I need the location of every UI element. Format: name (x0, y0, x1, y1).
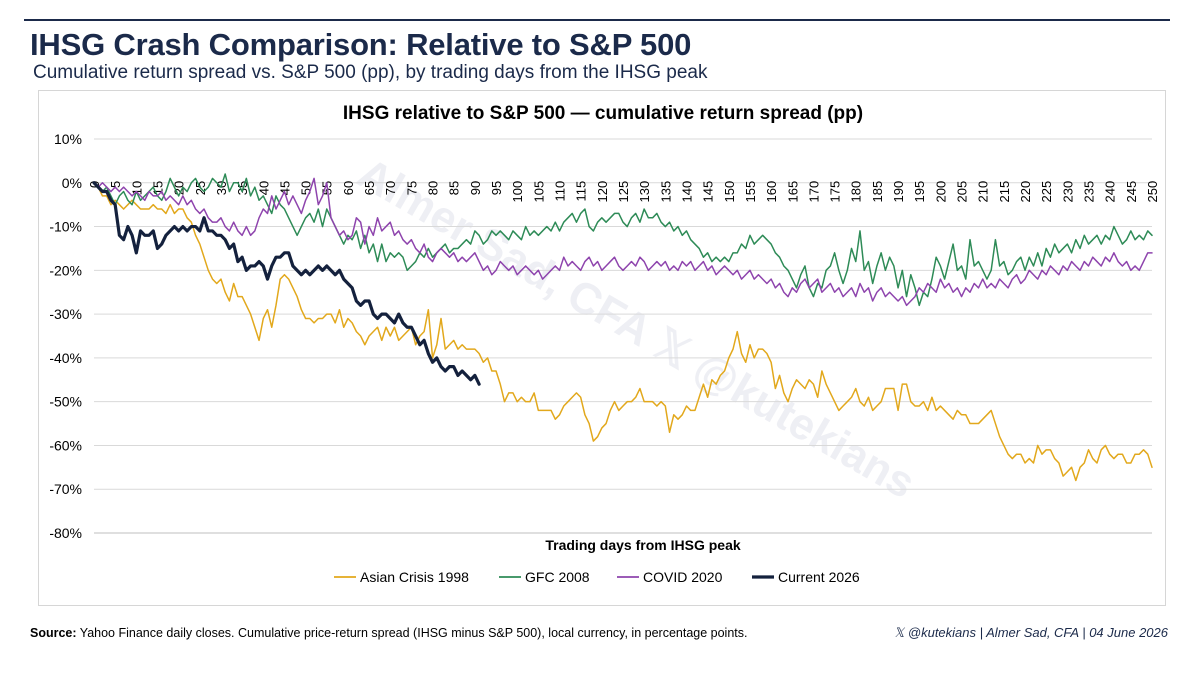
x-tick-label: 100 (510, 181, 525, 203)
x-tick-label: 5 (108, 181, 123, 188)
x-tick-label: 210 (976, 181, 991, 203)
x-tick-label: 180 (849, 181, 864, 203)
x-tick-label: 175 (828, 181, 843, 203)
y-tick-label: -40% (49, 350, 82, 366)
x-tick-label: 80 (426, 181, 441, 195)
x-tick-label: 250 (1145, 181, 1160, 203)
x-tick-label: 110 (553, 181, 568, 202)
x-tick-label: 225 (1039, 181, 1054, 203)
x-tick-label: 145 (701, 181, 716, 203)
y-tick-label: -20% (49, 262, 82, 278)
legend-label: GFC 2008 (525, 569, 590, 585)
series-line-covid-2020 (93, 177, 1153, 307)
x-tick-label: 185 (870, 181, 885, 203)
footer-source: Source: Yahoo Finance daily closes. Cumu… (30, 626, 747, 640)
legend-label: Current 2026 (778, 569, 860, 585)
x-tick-label: 160 (764, 181, 779, 203)
y-tick-label: -10% (49, 219, 82, 235)
y-tick-label: -30% (49, 306, 82, 322)
x-tick-label: 155 (743, 181, 758, 203)
x-tick-label: 20 (172, 181, 187, 195)
x-tick-label: 240 (1103, 181, 1118, 203)
series-line-asian-crisis-1998 (93, 182, 1153, 482)
x-tick-label: 120 (595, 181, 610, 203)
x-tick-label: 115 (574, 181, 589, 202)
x-tick-label: 95 (489, 181, 504, 195)
y-tick-label: -70% (49, 481, 82, 497)
x-tick-label: 150 (722, 181, 737, 203)
chart-title: IHSG relative to S&P 500 — cumulative re… (343, 103, 863, 124)
x-tick-label: 135 (658, 181, 673, 203)
x-tick-label: 235 (1082, 181, 1097, 203)
series-line-gfc-2008 (93, 173, 1153, 307)
x-tick-label: 85 (447, 181, 462, 195)
y-tick-label: 0% (62, 175, 82, 191)
footer-source-label: Source: (30, 626, 77, 640)
x-tick-label: 205 (955, 181, 970, 203)
x-tick-label: 60 (341, 181, 356, 195)
x-tick-label: 230 (1060, 181, 1075, 203)
chart-container: Almer Sad, CFA 𝕏 @kutekians IHSG relative… (38, 90, 1166, 606)
footer-source-text: Yahoo Finance daily closes. Cumulative p… (76, 626, 748, 640)
x-tick-label: 75 (404, 181, 419, 195)
legend-label: COVID 2020 (643, 569, 723, 585)
x-tick-label: 140 (679, 181, 694, 203)
header-rule (24, 19, 1170, 21)
legend-label: Asian Crisis 1998 (360, 569, 469, 585)
x-tick-label: 195 (912, 181, 927, 203)
x-tick-label: 190 (891, 181, 906, 203)
y-tick-label: -50% (49, 394, 82, 410)
x-axis-title: Trading days from IHSG peak (545, 537, 740, 553)
x-tick-label: 125 (616, 181, 631, 203)
x-tick-label: 105 (531, 181, 546, 203)
x-tick-label: 215 (997, 181, 1012, 203)
page-title: IHSG Crash Comparison: Relative to S&P 5… (30, 27, 692, 62)
x-tick-label: 45 (277, 181, 292, 195)
x-tick-label: 40 (256, 181, 271, 195)
footer-credit: 𝕏 @kutekians | Almer Sad, CFA | 04 June … (893, 625, 1168, 640)
x-tick-label: 70 (383, 181, 398, 195)
x-tick-label: 200 (933, 181, 948, 203)
page-subtitle: Cumulative return spread vs. S&P 500 (pp… (33, 62, 708, 83)
x-tick-label: 245 (1124, 181, 1139, 203)
x-tick-label: 10 (129, 181, 144, 195)
series-line-current-2026 (92, 181, 481, 386)
y-tick-label: 10% (54, 131, 82, 147)
x-tick-label: 65 (362, 181, 377, 195)
y-tick-label: -60% (49, 437, 82, 453)
x-tick-label: 90 (468, 181, 483, 195)
y-tick-label: -80% (49, 525, 82, 541)
x-tick-label: 130 (637, 181, 652, 203)
x-tick-label: 220 (1018, 181, 1033, 203)
x-tick-label: 170 (806, 181, 821, 203)
x-tick-label: 165 (785, 181, 800, 203)
